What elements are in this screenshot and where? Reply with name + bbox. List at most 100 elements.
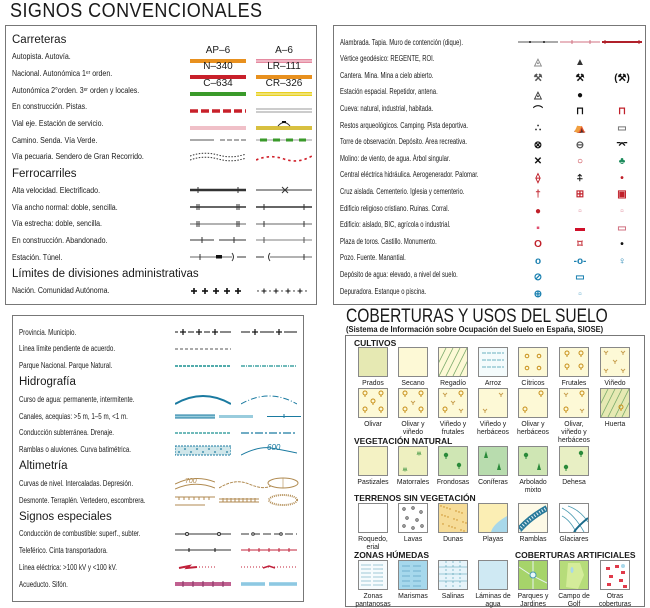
land-cover-label: Cítricos [521,378,545,387]
recreation-area-icon: ⌤ [616,139,628,151]
embankment-symbol [219,493,259,512]
legend-row: Línea eléctrica: >100 kV y <100 kV. [13,559,303,575]
land-cover-group-heading: COBERTURAS ARTIFICIALES [515,550,636,560]
pecuaria-line-symbol [189,150,247,169]
legend-row: Central eléctrica hidráulica. Aerogenera… [334,167,645,184]
legend-row: Vía pecuaria. Sendero de Gran Recorrido. [6,149,316,165]
cutting-symbol [175,493,215,512]
legend-row: Desmonte. Terraplén. Vertedero, escombre… [13,492,303,508]
wall-line [560,35,600,54]
bar-line-symbol [190,117,246,136]
land-cover-tile-matorrales: Matorrales [393,446,433,486]
road-code: CR–326 [265,78,303,90]
land-cover-label: Lavas [403,534,423,543]
cemetery-icon: ⊞ [575,189,585,201]
land-cover-tile-coniferas: Coníferas [473,446,513,486]
land-cover-tile-parques-y-jardines: Parques y Jardines [513,560,553,608]
legend-label: Nacional. Autonómica 1ᵉʳ orden. [12,68,113,78]
bar2-line-symbol [256,83,312,102]
legend-label: Estación. Túnel. [12,252,63,262]
legend-label: Molino: de viento, de agua. Árbol singul… [340,153,451,163]
legend-row: Cueva: natural, industrial, habitada. ⌒ ⊓ ⊓ [334,100,645,118]
legend-row: Línea límite pendiente de acuerdo. [13,341,303,357]
municipality-line-symbol [241,325,297,344]
legend-row: Depósito de agua: elevado, a nivel del s… [334,266,645,284]
land-cover-label: Regadío [440,378,466,387]
land-cover-label: Marismas [398,591,428,600]
legend-label: Línea eléctrica: >100 kV y <100 kV. [19,562,117,572]
well-icon: o [534,255,542,267]
legend-label: Vértice geodésico: REGENTE, ROI. [340,54,435,64]
river-intermittent-symbol [240,392,298,411]
land-cover-title: COBERTURAS Y USOS DEL SUELO [346,306,608,327]
land-cover-tile-frondosas: Frondosas [433,446,473,486]
land-cover-tile-olivar-y-vinedo: Olivar y viñedo [393,388,433,436]
land-cover-label: Viñedo y frutales [439,419,467,436]
sports-track-icon: ▭ [617,123,627,134]
frutales-pattern-swatch [554,347,594,377]
legend-label: Conducción subterránea. Drenaje. [19,428,115,438]
bar-line-symbol [190,50,246,69]
marismas-pattern-swatch [393,560,433,590]
land-cover-label: Ramblas [519,534,547,543]
land-cover-tile-otras-coberturas: Otras coberturas [595,560,635,608]
treatment-plant-icon: ⊕ [533,289,543,300]
cave-natural-icon: ⌒ [533,106,543,118]
land-cover-group-heading: ZONAS HÚMEDAS [354,550,430,560]
station-rail-line-symbol [190,250,246,269]
legend-label: Estación espacial. Repetidor, antena. [340,87,438,97]
land-cover-label: Glaciares [559,534,589,543]
land-cover-label: Huerta [604,419,626,428]
castle-icon: ⌑ [577,239,583,251]
legend-row: Vía estrecha: doble, sencilla. [6,216,316,232]
legend-row: Pozo. Fuente. Manantial. o -o- ♀ [334,250,645,267]
section-heading-row: Altimetría [13,458,303,474]
section-heading-row: Ferrocarriles [6,166,316,182]
dovecote-icon: • [620,172,624,184]
drainage-symbol [241,426,297,445]
section-heading: Límites de divisiones administrativas [12,267,199,280]
pantanosas-pattern-swatch [353,560,393,590]
land-cover-tile-prados: Prados [353,347,393,387]
land-cover-tile-citricos: Cítricos [513,347,553,387]
coniferas-pattern-swatch [473,446,513,476]
frondosas-pattern-swatch [433,446,473,476]
vinedo-herb-pattern-swatch [473,388,513,418]
bar-line-symbol [190,83,246,102]
land-cover-label: Frutales [561,378,587,387]
water-tower-icon: ⊘ [533,272,543,284]
legend-row: En construcción. Abandonado. [6,232,316,248]
legend-label: Parque Nacional. Parque Natural. [19,361,113,371]
land-cover-tile-roquedo-erial: Roquedo, erial [353,503,393,551]
legend-label: Curso de agua: permanente, intermitente. [19,394,135,404]
plus-line-symbol [190,284,246,303]
legend-label: Alambrada. Tapia. Muro de contención (di… [340,37,463,47]
rail1thin-line-symbol [256,233,312,252]
road-code: C–634 [203,78,233,90]
antenna-icon: ● [576,89,584,101]
land-cover-group-heading: CULTIVOS [354,338,397,348]
railx-line-symbol [256,183,312,202]
land-cover-subtitle: (Sistema de Información sobre Ocupación … [346,324,604,334]
land-cover-tile-playas: Playas [473,503,513,543]
legend-row: Curvas de nivel. Intercaladas. Depresión… [13,475,303,491]
ground-tank-icon: ▭ [575,272,585,284]
railthick-line-symbol [190,183,246,202]
power-low-symbol [241,560,297,579]
cave-inhabited-icon: ⊓ [618,106,626,118]
legend-label: Pozo. Fuente. Manantial. [340,253,406,263]
land-cover-label: Matorrales [396,477,430,486]
land-cover-label: Olivar y viñedo [401,419,425,436]
regadio-pattern-swatch [433,347,473,377]
land-cover-label: Dunas [443,534,463,543]
legend-label: Vial eje. Estación de servicio. [12,119,104,128]
ramblas-pattern-swatch [513,503,553,533]
legend-row: Plaza de toros. Castillo. Monumento. O ⌑ • [334,233,645,251]
monument-icon: • [620,239,624,251]
bar-line-symbol [256,66,312,85]
roquedo-pattern-swatch [353,503,393,533]
tank-icon: ⊖ [575,139,585,151]
natural-park-line-symbol [241,359,297,378]
prados-pattern-swatch [353,347,393,377]
singular-tree-icon: ♣ [618,156,626,168]
